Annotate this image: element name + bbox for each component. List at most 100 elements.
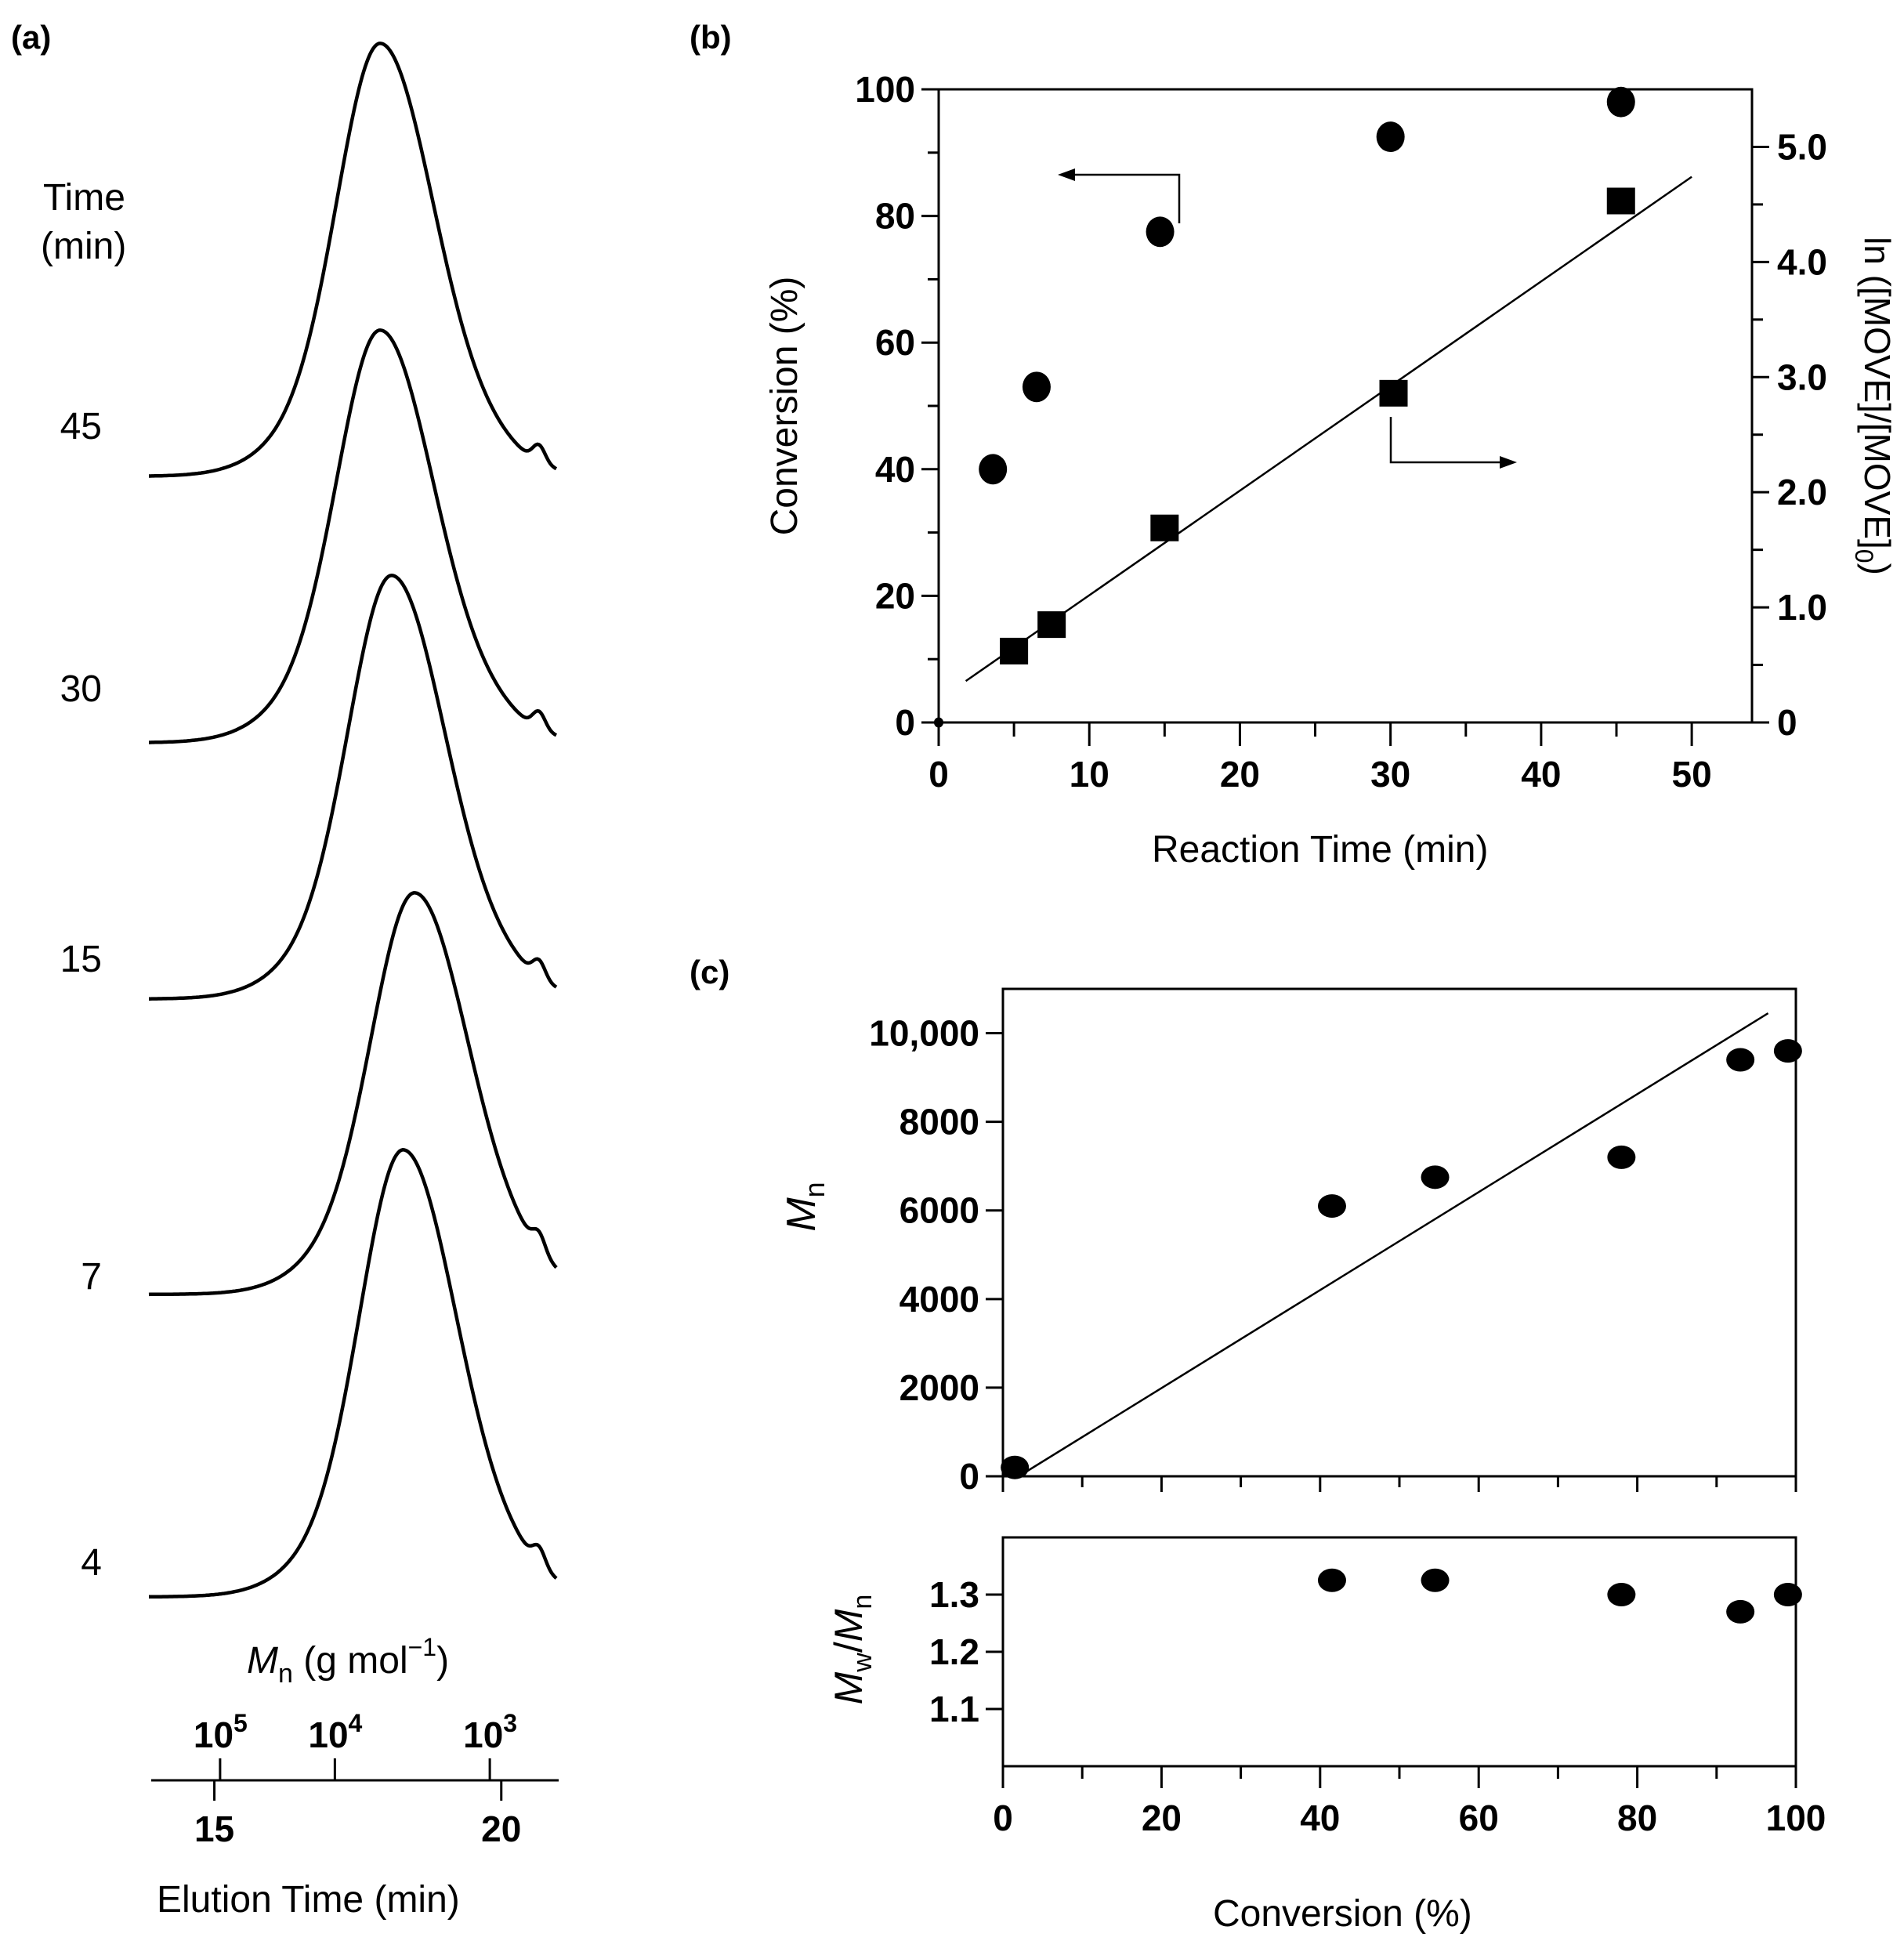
- ln-ratio-point: [1379, 379, 1408, 407]
- y-axis-title-c-top: Mn: [779, 1182, 831, 1231]
- trace-time-label: 30: [60, 668, 102, 710]
- x-tick-label-c: 0: [993, 1798, 1013, 1838]
- mw-tick-label: 105: [194, 1709, 248, 1755]
- conversion-point: [1022, 371, 1051, 403]
- x-tick-label-b: 10: [1070, 754, 1109, 795]
- dispersity-point: [1421, 1568, 1450, 1592]
- mn-point: [1726, 1048, 1755, 1072]
- axes-c: 0 20 40 60 80 100 0 2000 4000 6000 8000 10,000 1.1 1.…: [869, 1013, 1826, 1838]
- gpc-trace-15min: [148, 574, 558, 1001]
- conversion-point: [1146, 216, 1175, 248]
- y-tick-label-c-top: 10,000: [869, 1013, 979, 1054]
- gpc-traces: 45 30 15 7 4: [60, 42, 558, 1599]
- trace-time-label: 7: [81, 1256, 102, 1298]
- dispersity-point: [1773, 1583, 1802, 1606]
- mw-axis-label: Mn (g mol−1): [247, 1633, 449, 1689]
- time-header-unit: (min): [41, 226, 126, 267]
- conversion-point: [979, 454, 1008, 485]
- y-tick-label-b: 40: [875, 449, 915, 490]
- panel-b: 0 10 20 30 40 5002040608010001.02.03.04.05.0 …: [764, 69, 1898, 871]
- y-tick-label-b: 100: [855, 69, 915, 110]
- y-tick-label-b: 60: [875, 322, 915, 363]
- elution-axis: 15 20 105 104 103: [151, 1709, 559, 1849]
- x-tick-label-c: 60: [1459, 1798, 1499, 1838]
- mw-tick-label: 103: [463, 1709, 517, 1755]
- fit-line-b: [965, 176, 1692, 683]
- axes-b: 0 10 20 30 40 50 0 20 40 60 80 100 0 1.0 2.0 3.0 4.0 5.0: [855, 69, 1827, 795]
- mw-tick-label: 104: [308, 1709, 362, 1755]
- y-tick-label-c-top: 0: [959, 1456, 979, 1497]
- x-tick-label-b: 50: [1672, 754, 1712, 795]
- y2-axis-title-b: ln ([MOVE]/[MOVE]0): [1850, 237, 1898, 575]
- elution-tick-label: 15: [194, 1809, 234, 1849]
- panel-a: Time (min) 45 30 15 7 4 Mn (g mol−1) 15 20 105…: [41, 42, 559, 1921]
- conversion-point: [1606, 86, 1635, 118]
- gpc-trace-7min: [148, 891, 558, 1297]
- dispersity-point: [1607, 1583, 1636, 1606]
- arrow-head-right: [1500, 456, 1517, 469]
- y2-tick-label-b: 4.0: [1777, 241, 1827, 282]
- x-tick-label-b: 0: [928, 754, 949, 795]
- data-points-b: [934, 86, 1635, 728]
- x-tick-label-c: 40: [1300, 1798, 1340, 1838]
- x-tick-label-b: 30: [1370, 754, 1410, 795]
- mn-point: [1317, 1194, 1346, 1218]
- panel-label-a: (a): [11, 19, 51, 56]
- trace-time-label: 15: [60, 939, 102, 980]
- y-axis-title-c-bottom: Mw/Mn: [827, 1595, 878, 1705]
- y-tick-label-c-bottom: 1.1: [929, 1689, 979, 1729]
- ln-ratio-point: [1606, 187, 1635, 215]
- y2-tick-label-b: 1.0: [1777, 587, 1827, 628]
- x-tick-label-c: 20: [1142, 1798, 1182, 1838]
- elution-axis-title: Elution Time (min): [157, 1879, 460, 1921]
- mn-point: [1607, 1145, 1636, 1169]
- x-tick-label-c: 80: [1617, 1798, 1657, 1838]
- y-tick-label-b: 0: [895, 702, 915, 743]
- y2-tick-label-b: 3.0: [1777, 357, 1827, 397]
- y-axis-title-b: Conversion (%): [764, 277, 805, 536]
- conversion-point: [1376, 121, 1405, 153]
- time-header-label: Time: [43, 177, 125, 219]
- dispersity-point: [1317, 1568, 1346, 1592]
- gpc-trace-30min: [148, 328, 558, 744]
- y-tick-label-c-bottom: 1.2: [929, 1631, 979, 1672]
- fit-line-c: [1018, 1012, 1769, 1478]
- x-tick-label-b: 20: [1220, 754, 1260, 795]
- y2-tick-label-b: 2.0: [1777, 472, 1827, 512]
- y-tick-label-b: 20: [875, 575, 915, 616]
- y-tick-label-b: 80: [875, 196, 915, 237]
- y2-tick-label-b: 0: [1777, 702, 1797, 743]
- panel-label-c: (c): [690, 954, 729, 990]
- mn-point: [1001, 1455, 1030, 1479]
- mn-point: [1773, 1039, 1802, 1063]
- arrow-to-right-axis: [1389, 417, 1503, 464]
- ln-ratio-point: [1037, 611, 1066, 639]
- plot-frame-c-top: [1001, 987, 1797, 1478]
- x-tick-label-b: 40: [1521, 754, 1561, 795]
- gpc-trace-4min: [148, 1148, 558, 1599]
- ln-ratio-point: [1150, 514, 1179, 541]
- panel-c: 0 20 40 60 80 100 0 2000 4000 6000 8000 10,000 1.1 1.…: [779, 987, 1826, 1935]
- y-tick-label-c-top: 8000: [900, 1102, 979, 1142]
- trace-time-label: 4: [81, 1542, 102, 1584]
- x-axis-title-c: Conversion (%): [1213, 1893, 1472, 1935]
- conversion-point: [934, 717, 943, 728]
- plot-frame-c-bottom: [1001, 1536, 1797, 1768]
- x-tick-label-c: 100: [1766, 1798, 1826, 1838]
- gpc-trace-45min: [148, 42, 558, 478]
- data-points-c: [1001, 1039, 1802, 1624]
- elution-tick-label: 20: [481, 1809, 521, 1849]
- arrow-to-left-axis: [1072, 173, 1181, 223]
- arrow-head-left: [1058, 168, 1075, 181]
- mn-point: [1421, 1165, 1450, 1189]
- y-tick-label-c-top: 4000: [900, 1279, 979, 1320]
- ln-ratio-point: [1000, 637, 1029, 664]
- y-tick-label-c-top: 6000: [900, 1190, 979, 1231]
- x-axis-title-b: Reaction Time (min): [1152, 829, 1488, 871]
- y-tick-label-c-bottom: 1.3: [929, 1574, 979, 1615]
- y-tick-label-c-top: 2000: [900, 1367, 979, 1408]
- dispersity-point: [1726, 1599, 1755, 1624]
- panel-label-b: (b): [690, 19, 732, 56]
- trace-time-label: 45: [60, 406, 102, 447]
